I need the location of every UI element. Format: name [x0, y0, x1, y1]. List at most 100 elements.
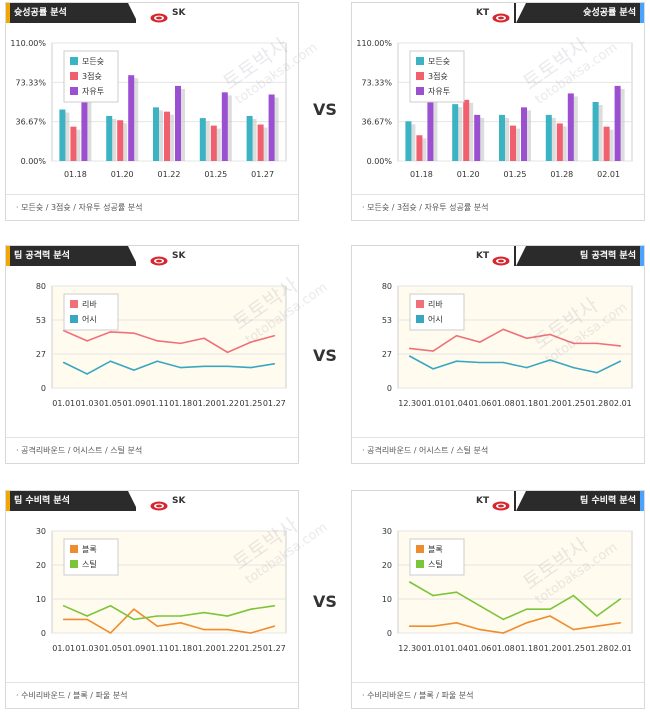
data-point	[109, 632, 112, 634]
data-point	[596, 371, 598, 374]
data-point	[596, 615, 598, 617]
x-tick-label: 01.18	[515, 644, 538, 653]
data-point	[156, 360, 159, 363]
bar	[153, 107, 159, 161]
x-tick-label: 01.18	[169, 644, 192, 653]
y-tick-label: 80	[382, 282, 392, 291]
x-tick-label: 01.25	[239, 399, 262, 408]
legend-swatch	[70, 315, 78, 323]
data-point	[572, 342, 575, 345]
bar	[117, 120, 124, 161]
series-line	[409, 355, 621, 374]
legend-swatch	[416, 87, 424, 95]
legend-swatch	[416, 72, 424, 80]
plot-area	[397, 530, 633, 634]
team-logo-icon	[492, 8, 510, 23]
panel-header: 팀 공격력 분석 SK	[6, 246, 298, 266]
x-tick-label: 01.22	[216, 399, 239, 408]
panel-header: 슛성공률 분석 KT	[352, 3, 644, 23]
data-point	[432, 625, 434, 627]
bar-shadow	[168, 114, 174, 161]
data-point	[525, 337, 528, 340]
data-point	[133, 608, 135, 610]
data-point	[250, 341, 252, 343]
series-line	[409, 615, 621, 634]
data-point	[273, 625, 276, 627]
panel-header: 팀 공격력 분석 KT	[352, 246, 644, 266]
bar	[499, 114, 505, 161]
data-point	[62, 618, 65, 621]
bar	[452, 104, 459, 161]
header-cut	[516, 491, 526, 511]
panel-footer: · 공격리바운드 / 어시스트 / 스틸 분석	[352, 437, 644, 463]
x-tick-label: 01.06	[468, 644, 491, 653]
x-tick-label: 01.03	[76, 399, 99, 408]
data-point	[619, 622, 622, 624]
panel-defense-sk: 팀 수비력 분석 SK 0 10 20 30 01.01 01.03 01.05 01.09 01.…	[5, 490, 299, 709]
data-point	[179, 342, 182, 345]
data-point	[203, 628, 205, 631]
x-tick-label: 01.05	[99, 644, 122, 653]
team-name: SK	[172, 251, 186, 261]
footer-text: 공격리바운드 / 어시스트 / 스틸 분석	[21, 446, 143, 455]
chart-shoot-kt: 0.00% 36.67% 73.33% 110.00% 01.18 01.20 01.25 0…	[356, 39, 633, 179]
bar-shadow	[420, 138, 427, 161]
bar	[70, 126, 77, 161]
legend-swatch	[416, 560, 424, 568]
chart-shoot-sk: 0.00% 36.67% 73.33% 110.00% 01.18 01.20 01.22 0…	[10, 39, 287, 179]
panel-footer: · 모든슛 / 3점슛 / 자유투 성공률 분석	[352, 194, 644, 220]
data-point	[455, 622, 458, 624]
bar	[603, 126, 610, 161]
bullet-icon: ·	[362, 446, 368, 455]
bar	[521, 107, 527, 161]
bar-shadow	[157, 110, 163, 161]
panel-footer: · 모든슛 / 3점슛 / 자유투 성공률 분석	[6, 194, 298, 220]
bar-shadow	[571, 96, 578, 161]
data-point	[156, 340, 159, 342]
bar	[106, 115, 113, 161]
x-tick-label: 01.20	[193, 399, 216, 408]
panel-attack-sk: 팀 공격력 분석 SK 0 27 53 80 01.01 01.03 01.05 01.09 01.…	[5, 245, 299, 464]
data-point	[479, 605, 481, 607]
x-tick-label: 12.30	[398, 644, 421, 653]
legend-swatch	[70, 300, 78, 308]
panel-title: 슛성공률 분석	[514, 3, 644, 23]
team-name: KT	[476, 8, 490, 18]
vs-label: VS	[313, 592, 337, 611]
series-line	[63, 608, 275, 635]
data-point	[432, 594, 434, 597]
legend-swatch	[416, 57, 424, 65]
data-point	[156, 615, 159, 617]
x-tick-label: 01.06	[468, 399, 491, 408]
data-point	[179, 622, 182, 624]
x-tick-label: 02.01	[609, 644, 632, 653]
bar	[81, 70, 88, 161]
panel-header: 팀 수비력 분석 SK	[6, 491, 298, 511]
team-name: SK	[172, 8, 186, 18]
bar-shadow	[456, 107, 463, 161]
panel-footer: · 공격리바운드 / 어시스트 / 스틸 분석	[6, 437, 298, 463]
bar	[59, 109, 66, 161]
bar-shadow	[250, 118, 257, 161]
footer-text: 공격리바운드 / 어시스트 / 스틸 분석	[367, 446, 489, 455]
data-point	[250, 366, 252, 369]
legend-swatch	[416, 545, 424, 553]
panel-attack-kt: 팀 공격력 분석 KT 0 27 53 80 12.30 01.01 01.04 01.06 01.…	[351, 245, 645, 464]
bar	[128, 75, 135, 161]
data-point	[203, 337, 205, 340]
data-point	[226, 628, 229, 631]
x-tick-label: 01.25	[204, 170, 227, 179]
data-point	[455, 360, 458, 363]
header-edge	[640, 3, 644, 23]
y-tick-label: 27	[36, 350, 46, 359]
footer-text: 수비리바운드 / 블록 / 파울 분석	[367, 691, 474, 700]
bar-shadow	[596, 105, 603, 161]
data-point	[250, 632, 252, 634]
bar	[556, 123, 563, 161]
data-point	[525, 608, 528, 610]
x-tick-label: 12.30	[398, 399, 421, 408]
panel-header: 팀 수비력 분석 KT	[352, 491, 644, 511]
data-point	[179, 366, 182, 369]
